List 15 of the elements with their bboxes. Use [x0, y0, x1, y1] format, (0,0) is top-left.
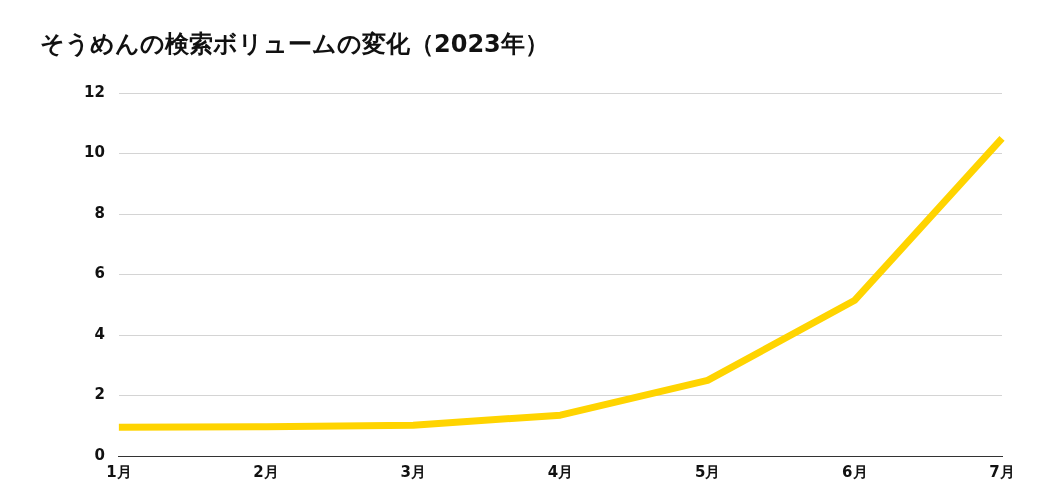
- x-tick-label: 4月: [547, 462, 574, 481]
- y-tick-label: 10: [84, 143, 105, 162]
- x-tick-label: 5月: [694, 462, 721, 481]
- x-tick-label: 2月: [253, 462, 279, 481]
- x-tick-label: 1月: [106, 462, 132, 481]
- x-tick-label: 7月: [989, 462, 1015, 481]
- x-tick-label: 3月: [400, 462, 426, 481]
- chart-title: そうめんの検索ボリュームの変化（2023年）: [40, 29, 549, 60]
- y-tick-label: 12: [84, 82, 105, 101]
- x-tick-label: 6月: [842, 462, 868, 481]
- y-tick-label: 6: [94, 264, 105, 283]
- y-tick-label: 8: [94, 203, 105, 222]
- y-tick-label: 0: [94, 445, 105, 464]
- y-tick-label: 2: [94, 385, 105, 404]
- y-tick-label: 4: [94, 324, 105, 343]
